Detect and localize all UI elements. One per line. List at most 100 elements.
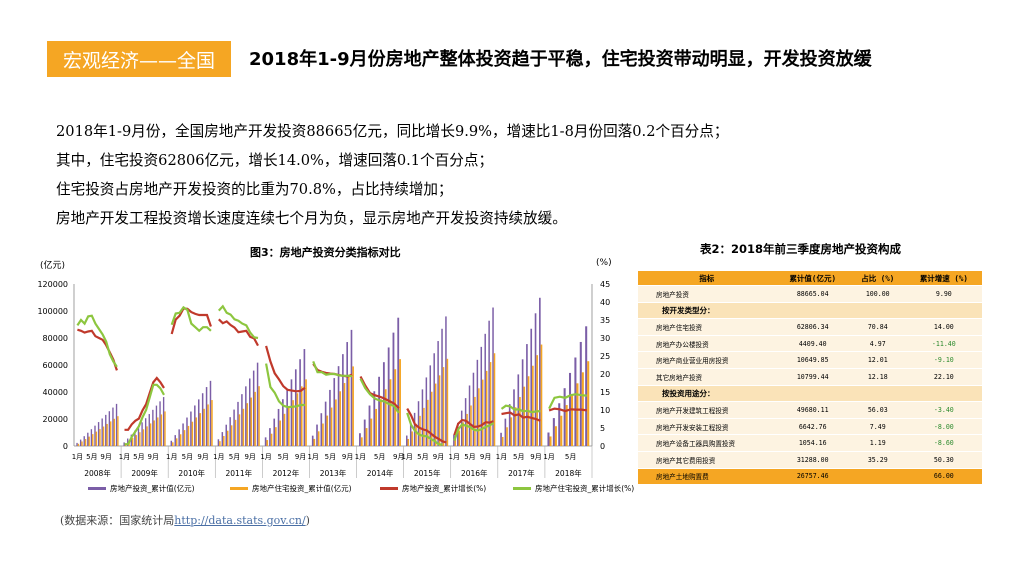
bar-total-investment: [468, 385, 471, 446]
bar-total-investment: [123, 442, 125, 446]
bar-total-investment: [316, 424, 318, 446]
x-tick-label-year: 2012年: [273, 468, 300, 478]
x-tick-label-month: 5月: [464, 453, 475, 461]
bar-total-investment: [79, 439, 82, 446]
bar-total-investment: [329, 389, 331, 446]
table-cell-value: 49680.11: [775, 401, 850, 419]
table-cell-name: 其它房地产投资: [638, 368, 776, 386]
bar-total-investment: [406, 435, 408, 446]
x-tick-label-month: 9月: [148, 453, 159, 461]
line-residential-growth: [406, 412, 443, 446]
bar-total-investment: [97, 422, 100, 446]
table-cell-share: 70.84: [849, 318, 906, 336]
table-header: 累计增速 (%): [905, 271, 982, 286]
bar-residential-investment: [560, 415, 563, 446]
bar-total-investment: [256, 362, 259, 446]
x-tick-label-month: 5月: [325, 453, 336, 461]
bar-total-investment: [162, 397, 165, 446]
legend-item-residential: 房地产住宅投资_累计值(亿元): [230, 483, 352, 494]
bar-residential-investment: [399, 359, 401, 446]
bar-total-investment: [409, 424, 412, 446]
bar-residential-investment: [554, 426, 557, 446]
line-total-growth: [218, 318, 259, 347]
bar-residential-investment: [84, 439, 87, 446]
table-header-row: 指标 累计值(亿元) 占比 (%) 累计增速 (%): [638, 271, 982, 286]
source-link[interactable]: http://data.stats.gov.cn/: [174, 514, 306, 527]
legend-swatch: [380, 487, 398, 490]
section-tag: 宏观经济——全国: [47, 41, 231, 77]
bar-residential-investment: [335, 399, 337, 446]
bar-total-investment: [303, 349, 306, 446]
y-axis-left-label: (亿元): [40, 261, 66, 271]
line-total-growth: [124, 376, 165, 431]
table-section-row: 按开发类型分：: [638, 302, 982, 320]
bar-residential-investment: [270, 433, 273, 446]
bar-residential-investment: [532, 365, 534, 446]
x-tick-label-year: 2015年: [414, 468, 441, 478]
bar-residential-investment: [370, 418, 373, 446]
bar-total-investment: [90, 429, 93, 446]
bar-total-investment: [178, 429, 180, 446]
table-row: 房地产土地购置费 26757.46 66.00: [638, 468, 982, 486]
bar-total-investment: [134, 430, 136, 446]
bar-residential-investment: [375, 408, 378, 446]
x-tick-label-month: 9月: [244, 453, 255, 461]
bar-total-investment: [269, 428, 271, 446]
table-cell-value: 4409.40: [775, 335, 850, 353]
x-tick-label-month: 1月: [213, 453, 224, 461]
bar-residential-investment: [219, 441, 221, 446]
bar-total-investment: [387, 347, 390, 446]
bar-residential-investment: [242, 408, 245, 446]
bar-residential-investment: [442, 367, 445, 446]
y-tick-label-right: 5: [600, 424, 605, 433]
x-tick-label-month: 1月: [119, 453, 130, 461]
bar-total-investment: [233, 409, 235, 446]
bar-residential-investment: [146, 426, 148, 446]
chart-plot: 0 20000 40000 60000 80000 100000 120000 0 5 10 15 2…: [37, 280, 610, 478]
bar-total-investment: [350, 329, 353, 446]
table-cell-share: 35.29: [849, 451, 906, 469]
x-tick-label-month: 9月: [530, 453, 541, 461]
bar-total-investment: [105, 414, 107, 446]
table-cell-growth: -11.40: [905, 335, 982, 353]
bar-residential-investment: [540, 344, 543, 446]
table-cell-value: 62806.34: [775, 318, 850, 336]
bar-residential-investment: [175, 438, 178, 446]
table-cell-value: 1054.16: [775, 434, 850, 452]
bar-total-investment: [484, 333, 486, 446]
bar-total-investment: [209, 380, 212, 446]
table-section-label: 按开发类型分：: [638, 302, 982, 320]
bar-residential-investment: [106, 423, 108, 446]
bar-total-investment: [521, 359, 524, 446]
x-tick-label-month: 1月: [260, 453, 271, 461]
legend-label: 房地产住宅投资_累计值(亿元): [252, 484, 352, 493]
table-title: 表2：2018年前三季度房地产投资构成: [700, 242, 902, 256]
bar-total-investment: [127, 438, 129, 446]
legend-label: 房地产投资_累计增长(%): [402, 484, 487, 493]
x-tick-label-month: 9月: [342, 453, 353, 461]
bar-residential-investment: [474, 396, 476, 446]
bar-residential-investment: [313, 438, 316, 446]
bar-residential-investment: [389, 379, 392, 446]
bar-residential-investment: [238, 414, 241, 446]
y-tick-label-left: 60000: [43, 361, 68, 370]
bar-residential-investment: [549, 436, 552, 446]
bar-residential-investment: [489, 362, 492, 446]
bar-residential-investment: [187, 425, 190, 446]
bar-total-investment: [264, 437, 267, 446]
table-cell-name: 房地产开发安装工程投资: [638, 418, 776, 436]
bar-total-investment: [464, 398, 467, 446]
legend-label: 房地产投资_累计值(亿元): [110, 484, 195, 493]
bar-total-investment: [368, 405, 371, 446]
bar-residential-investment: [360, 437, 363, 446]
x-tick-label-month: 5月: [133, 453, 144, 461]
bar-total-investment: [429, 365, 432, 446]
line-total-growth: [265, 345, 306, 393]
bar-residential-investment: [415, 423, 417, 446]
table-cell-value: 10799.44: [775, 368, 850, 386]
table-cell-name: 房地产设备工器具购置投资: [638, 434, 776, 452]
bar-residential-investment: [275, 427, 277, 446]
x-tick-label-month: 9月: [100, 453, 111, 461]
bar-total-investment: [249, 378, 251, 446]
bar-residential-investment: [191, 421, 194, 446]
